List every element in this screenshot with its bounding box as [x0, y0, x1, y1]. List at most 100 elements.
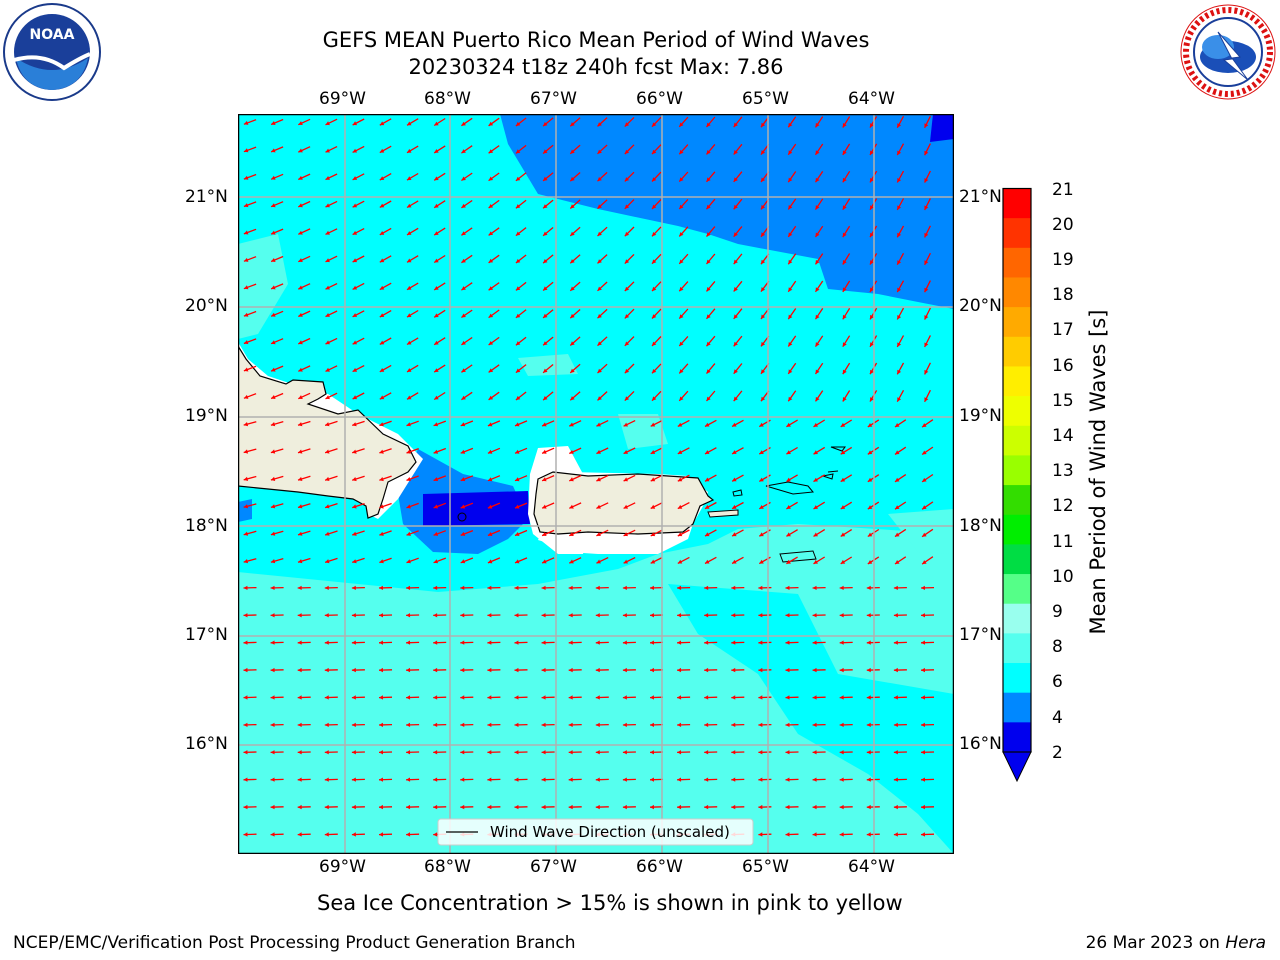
wind-wave-direction-arrows: [243, 115, 935, 837]
wind-arrowhead-icon: [243, 531, 249, 536]
wind-arrowhead-icon: [733, 287, 738, 292]
wind-arrowhead-icon: [406, 559, 411, 564]
wind-arrowhead-icon: [543, 204, 548, 209]
anegada-island: [830, 446, 846, 452]
wind-arrowhead-icon: [379, 121, 385, 126]
wind-arrowhead-icon: [759, 532, 764, 537]
wind-arrowhead-icon: [379, 613, 383, 618]
wind-arrowhead-icon: [243, 777, 248, 782]
wind-arrowhead-icon: [842, 123, 847, 128]
wind-arrowhead-icon: [840, 450, 846, 455]
wind-arrowhead-icon: [487, 449, 493, 454]
wind-arrowhead-icon: [543, 122, 548, 127]
wind-arrowhead-icon: [351, 640, 356, 645]
colorbar-segment: [1003, 188, 1031, 219]
wind-arrowhead-icon: [352, 531, 357, 536]
wind-arrowhead-icon: [243, 394, 249, 399]
wind-arrowhead-icon: [921, 750, 925, 755]
wind-arrowhead-icon: [407, 148, 412, 153]
wind-arrowhead-icon: [895, 477, 900, 482]
wind-arrowhead-icon: [352, 203, 358, 208]
wind-arrowhead-icon: [652, 369, 657, 374]
wind-arrowhead-icon: [679, 286, 684, 292]
wind-arrowhead-icon: [812, 695, 817, 700]
wind-arrowhead-icon: [570, 204, 575, 209]
wind-arrowhead-icon: [515, 204, 521, 209]
wind-arrowhead-icon: [785, 777, 790, 782]
wind-arrowhead-icon: [866, 667, 871, 673]
wind-arrowhead-icon: [243, 203, 249, 208]
wind-arrowhead-icon: [379, 176, 385, 180]
wind-arrowhead-icon: [731, 750, 736, 755]
wind-arrowhead-icon: [813, 477, 818, 482]
wind-arrowhead-icon: [270, 667, 275, 673]
wind-arrowhead-icon: [897, 205, 902, 210]
wind-arrowhead-icon: [460, 695, 465, 700]
wind-arrowhead-icon: [897, 150, 902, 156]
wind-arrowhead-icon: [433, 449, 439, 454]
wind-arrowhead-icon: [434, 286, 439, 290]
run-date-text: 26 Mar 2023 on: [1085, 933, 1220, 953]
wind-arrowhead-icon: [785, 750, 790, 755]
wind-arrowhead-icon: [379, 203, 385, 208]
wind-arrowhead-icon: [461, 258, 466, 263]
lat-label-right: 16°N: [959, 734, 1002, 754]
wind-arrowhead-icon: [650, 477, 656, 482]
wind-arrowhead-icon: [731, 804, 736, 810]
wind-arrowhead-icon: [842, 287, 847, 292]
wind-arrowhead-icon: [731, 695, 736, 700]
wind-arrowhead-icon: [568, 804, 573, 810]
period-fill-6-8-patch2: [518, 354, 578, 376]
wind-arrowhead-icon: [352, 340, 358, 345]
wind-arrowhead-icon: [597, 259, 602, 264]
wind-arrowhead-icon: [298, 340, 303, 345]
wind-arrowhead-icon: [325, 148, 330, 153]
wind-arrowhead-icon: [460, 422, 466, 427]
virgin-islands: [765, 481, 814, 495]
wind-arrowhead-icon: [270, 832, 275, 837]
wind-arrowhead-icon: [433, 640, 438, 645]
wind-arrowhead-icon: [543, 313, 548, 318]
wind-arrowhead-icon: [325, 313, 330, 317]
wind-arrowhead-icon: [704, 804, 709, 810]
colorbar-segment: [1003, 247, 1031, 278]
wind-arrowhead-icon: [677, 532, 683, 537]
wind-arrowhead-icon: [379, 368, 385, 372]
wind-arrowhead-icon: [324, 804, 329, 810]
wind-arrowhead-icon: [243, 449, 249, 454]
wind-arrowhead-icon: [788, 287, 793, 292]
wind-arrowhead-icon: [788, 342, 793, 347]
wind-arrowhead-icon: [352, 176, 358, 180]
wind-arrowhead-icon: [487, 559, 493, 564]
wind-arrowhead-icon: [379, 667, 383, 673]
wind-arrowhead-icon: [732, 477, 737, 482]
wind-arrowhead-icon: [785, 585, 790, 590]
wind-arrowhead-icon: [812, 667, 817, 673]
wind-arrowhead-icon: [705, 559, 710, 564]
wind-arrowhead-icon: [731, 640, 736, 645]
wind-arrowhead-icon: [842, 397, 847, 402]
wind-arrowhead-icon: [542, 477, 547, 482]
wind-arrowhead-icon: [488, 395, 494, 400]
wind-arrowhead-icon: [270, 504, 276, 509]
wind-arrowhead-icon: [298, 504, 303, 509]
wind-arrowhead-icon: [596, 477, 601, 482]
wind-arrowhead-icon: [568, 722, 573, 727]
wind-arrowhead-icon: [813, 559, 818, 564]
wind-arrowhead-icon: [270, 750, 275, 755]
wind-arrowhead-icon: [924, 397, 929, 402]
wind-arrowhead-icon: [270, 559, 276, 564]
colorbar-segment: [1003, 336, 1031, 367]
wind-arrowhead-icon: [351, 585, 356, 590]
wind-arrowhead-icon: [379, 531, 384, 536]
wind-arrowhead-icon: [542, 422, 547, 427]
wind-arrowhead-icon: [733, 204, 738, 210]
wind-arrowhead-icon: [297, 777, 302, 782]
wind-arrowhead-icon: [704, 750, 709, 755]
wind-arrowhead-icon: [433, 722, 438, 727]
wind-arrowhead-icon: [271, 312, 276, 317]
colorbar-segment: [1003, 425, 1031, 456]
wind-arrowhead-icon: [570, 231, 575, 236]
wind-arrowhead-icon: [243, 613, 248, 618]
wind-arrowhead-icon: [870, 287, 874, 292]
